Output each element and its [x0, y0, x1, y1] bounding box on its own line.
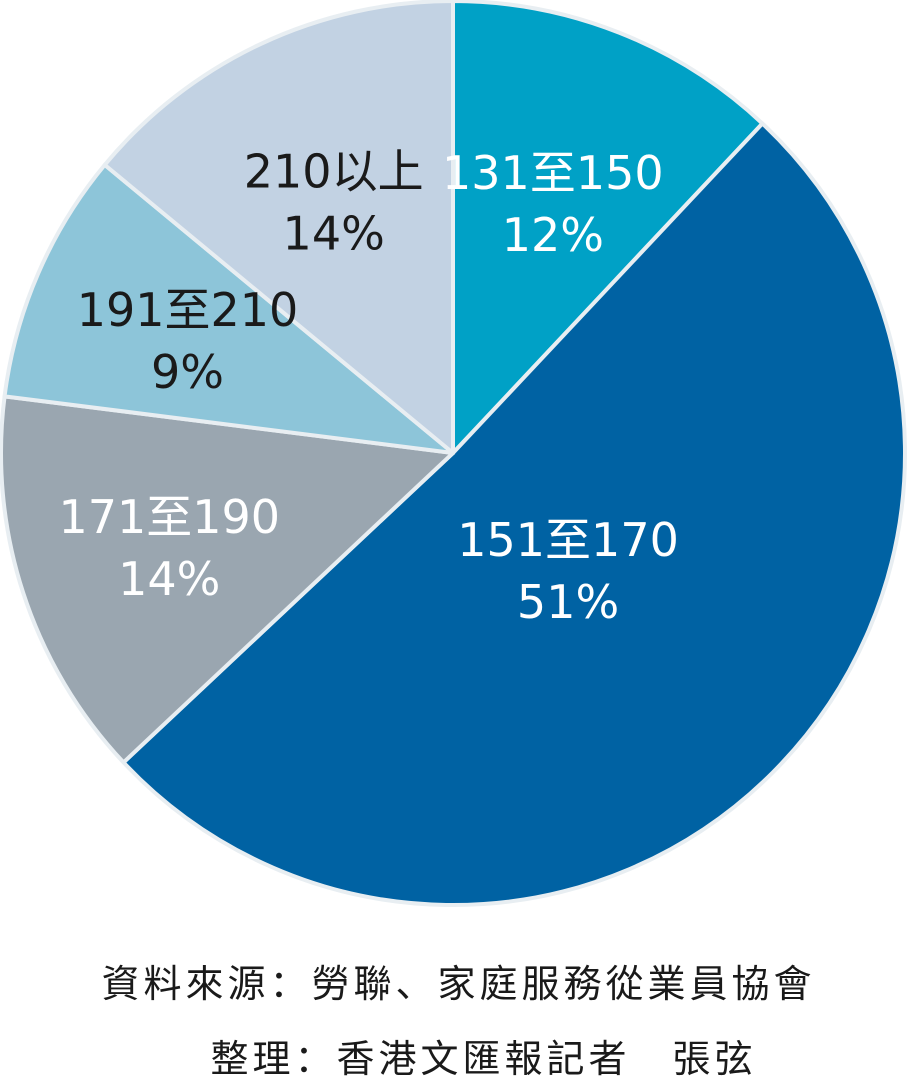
pie-slice: [102, 0, 455, 455]
data-source-note: 資料來源：勞聯、家庭服務從業員協會: [101, 962, 816, 1006]
pie-slices: [0, 0, 907, 907]
slice-percent-label: 14%: [118, 552, 220, 606]
slice-category-label: 210以上: [244, 144, 424, 198]
pie-slice: [0, 394, 455, 765]
pie-slice: [2, 162, 455, 455]
reporter-credit: 整理：香港文匯報記者 張弦: [210, 1037, 757, 1081]
slice-category-label: 191至210: [77, 283, 299, 337]
slice-percent-label: 12%: [502, 208, 604, 262]
slice-category-label: 171至190: [58, 490, 280, 544]
slice-percent-label: 9%: [151, 345, 224, 399]
slice-percent-label: 51%: [517, 575, 619, 629]
slice-percent-label: 14%: [283, 206, 385, 260]
pie-labels: 131至150 12% 151至170 51% 171至190 14% 191至210 9% 2…: [58, 144, 678, 629]
slice-category-label: 131至150: [442, 146, 664, 200]
pie-chart: 131至150 12% 151至170 51% 171至190 14% 191至210 9% 2…: [0, 0, 907, 907]
slice-category-label: 151至170: [457, 513, 679, 567]
pie-slice: [121, 121, 907, 907]
pie-slice: [451, 0, 765, 455]
